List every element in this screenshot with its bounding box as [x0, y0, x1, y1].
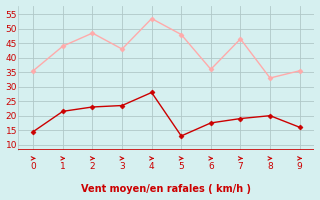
X-axis label: Vent moyen/en rafales ( km/h ): Vent moyen/en rafales ( km/h ) — [82, 184, 252, 194]
